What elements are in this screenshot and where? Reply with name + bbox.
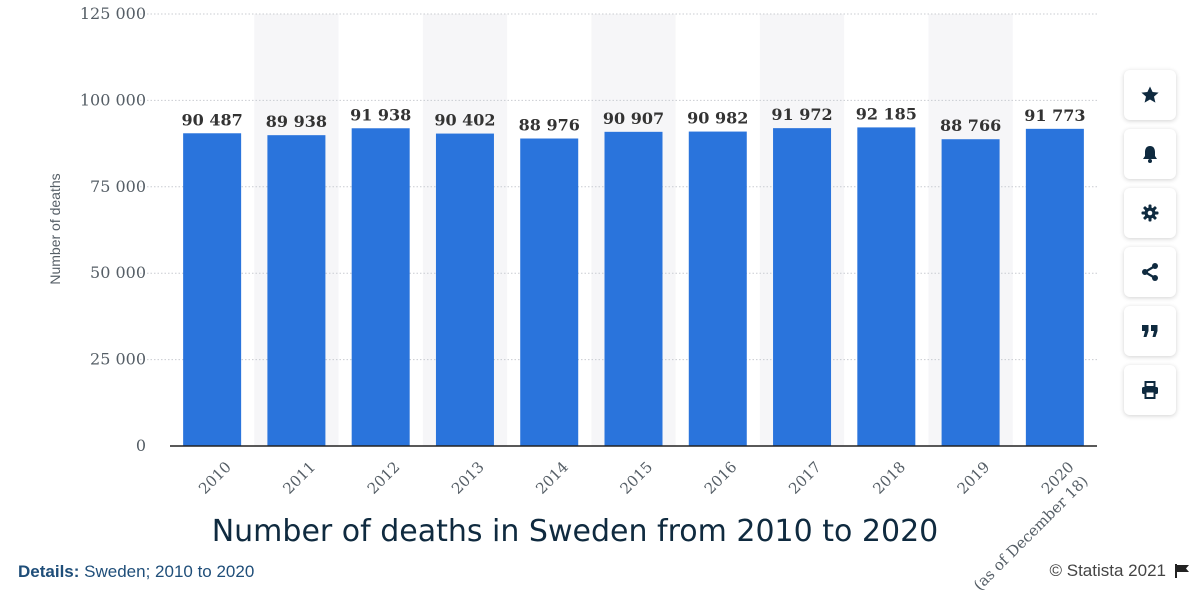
x-tick-year: 2011 <box>279 458 319 498</box>
x-tick-label: 2016 <box>701 458 741 498</box>
data-label: 91 938 <box>350 105 411 124</box>
star-icon <box>1141 86 1159 103</box>
bar[interactable] <box>267 135 326 447</box>
data-label: 88 766 <box>940 116 1001 135</box>
x-tick-label: 2015 <box>616 458 656 498</box>
x-tick-year: 2012 <box>364 458 404 498</box>
x-tick-label: 2013 <box>448 458 488 498</box>
chart-title: Number of deaths in Sweden from 2010 to … <box>211 514 939 549</box>
y-tick-label: 0 <box>136 436 146 455</box>
bar[interactable] <box>183 133 242 447</box>
data-label: 90 487 <box>182 110 243 129</box>
gear-icon <box>1141 204 1159 222</box>
data-label: 90 402 <box>434 111 495 130</box>
bar[interactable] <box>604 131 663 446</box>
x-tick-label: 2017 <box>785 458 825 498</box>
x-tick-year: 2017 <box>785 458 825 498</box>
bar[interactable] <box>941 139 1000 446</box>
details-label[interactable]: Details: <box>18 562 80 581</box>
bar[interactable] <box>688 131 747 446</box>
cite-button[interactable] <box>1124 306 1176 356</box>
data-label: 92 185 <box>856 104 917 123</box>
y-axis-title: Number of deaths <box>47 173 63 284</box>
x-tick-label: 2014 <box>532 458 572 498</box>
x-tick-year: 2015 <box>616 458 656 498</box>
quote-icon <box>1142 325 1158 337</box>
x-tick-label: 2011 <box>279 458 319 498</box>
statista-credit[interactable]: © Statista 2021 <box>1049 561 1167 580</box>
chart-toolbar <box>1124 70 1176 424</box>
flag-icon[interactable] <box>1174 563 1190 579</box>
x-tick-year: 2010 <box>195 458 235 498</box>
y-tick-label: 50 000 <box>90 263 146 282</box>
bar[interactable] <box>1025 128 1084 446</box>
bar[interactable] <box>773 128 832 446</box>
x-tick-label: 2012 <box>364 458 404 498</box>
y-tick-label: 75 000 <box>90 177 146 196</box>
x-tick-label: 2010 <box>195 458 235 498</box>
bell-icon <box>1143 146 1157 163</box>
x-tick-label: 2019 <box>954 458 994 498</box>
x-tick-year: 2018 <box>869 458 909 498</box>
data-label: 88 976 <box>519 115 580 134</box>
details-text: Sweden; 2010 to 2020 <box>84 562 255 581</box>
x-tick-year: 2013 <box>448 458 488 498</box>
bar[interactable] <box>435 133 494 447</box>
share-button[interactable] <box>1124 247 1176 297</box>
data-label: 91 972 <box>771 105 832 124</box>
bars <box>183 127 1084 447</box>
data-label: 90 907 <box>603 109 664 128</box>
notification-button[interactable] <box>1124 129 1176 179</box>
y-tick-labels: 0 25 000 50 000 75 000 100 000 125 000 <box>80 4 146 455</box>
settings-button[interactable] <box>1124 188 1176 238</box>
data-label: 90 982 <box>687 109 748 128</box>
data-label: 91 773 <box>1024 106 1085 125</box>
x-tick-year: 2016 <box>701 458 741 498</box>
x-tick-label: 2018 <box>869 458 909 498</box>
y-tick-label: 125 000 <box>80 4 146 23</box>
x-tick-year: 2019 <box>954 458 994 498</box>
y-tick-label: 25 000 <box>90 350 146 369</box>
bar[interactable] <box>857 127 916 447</box>
x-tick-year: 2014 <box>532 458 572 498</box>
share-icon <box>1142 263 1158 281</box>
data-label: 89 938 <box>266 112 327 131</box>
bar[interactable] <box>351 128 410 446</box>
y-tick-label: 100 000 <box>80 90 146 109</box>
bar[interactable] <box>520 138 579 446</box>
print-button[interactable] <box>1124 365 1176 415</box>
value-labels: 90 487 89 938 91 938 90 402 88 976 90 907 90 9… <box>182 104 1086 135</box>
details-line: Details: Sweden; 2010 to 2020 <box>18 562 254 582</box>
favorite-button[interactable] <box>1124 70 1176 120</box>
print-icon <box>1142 381 1158 399</box>
